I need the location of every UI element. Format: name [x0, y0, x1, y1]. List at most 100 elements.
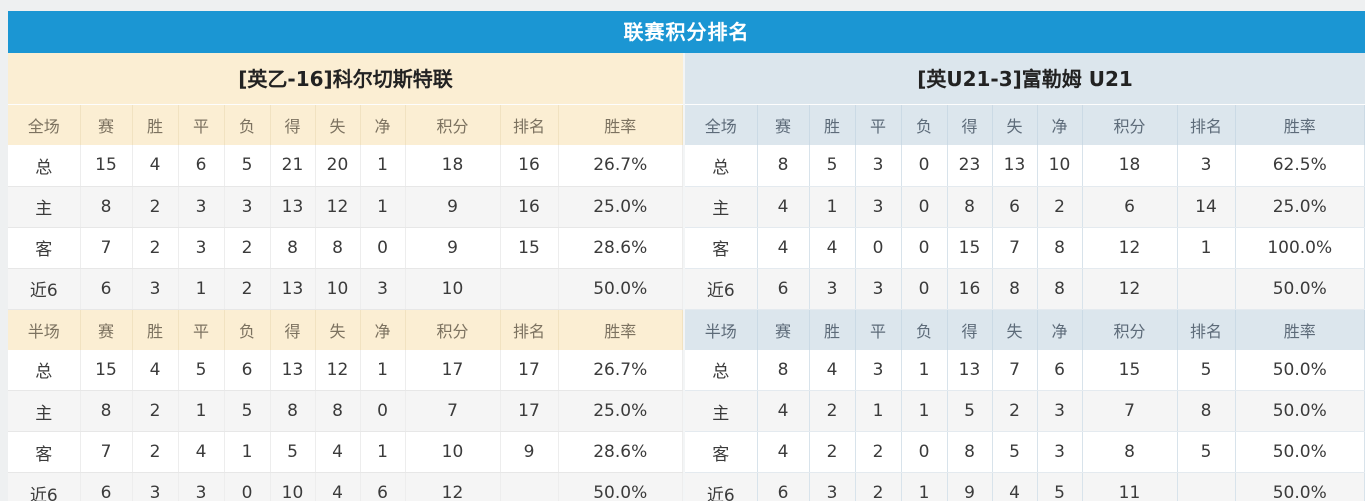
col-header-rank: 排名	[1177, 309, 1236, 350]
home-team-panel: [英乙-16]科尔切斯特联 全场赛胜平负得失净积分 排名 胜率总 15 4 6 5 21 20 1…	[8, 53, 683, 501]
winrate-value: 50.0%	[1235, 472, 1365, 501]
stat-value-losses: 0	[901, 227, 948, 269]
stat-value-goals-for: 13	[947, 349, 993, 391]
stat-value-goals-for: 23	[947, 145, 993, 187]
stat-value-goal-diff: 5	[1037, 472, 1083, 501]
stat-value-draws: 3	[178, 186, 225, 228]
col-header-rank: 排名	[1177, 105, 1236, 145]
stat-value-goal-diff: 6	[1037, 349, 1083, 391]
winrate-value: 25.0%	[558, 390, 683, 432]
col-header-draws: 平	[178, 309, 225, 350]
row-label: 总	[8, 349, 81, 391]
winrate-value: 28.6%	[558, 431, 683, 473]
stat-value-goals-against: 8	[315, 227, 361, 269]
stat-value-draws: 5	[178, 349, 225, 391]
stat-value-games: 6	[757, 472, 810, 501]
points-value: 10	[405, 268, 501, 310]
stat-value-draws: 6	[178, 145, 225, 187]
stat-value-goals-for: 13	[270, 268, 316, 310]
stat-value-goals-for: 13	[270, 349, 316, 391]
col-header-points: 积分	[1082, 309, 1178, 350]
stat-value-goal-diff: 3	[360, 268, 406, 310]
col-header-games: 赛	[757, 105, 810, 145]
stat-value-games: 6	[80, 268, 133, 310]
stat-value-draws: 3	[855, 268, 902, 310]
stat-value-games: 4	[757, 186, 810, 228]
points-value: 12	[1082, 227, 1178, 269]
stats-row-total: 总 8 4 3 1 13 7 6 15 5 50.0%	[685, 349, 1365, 391]
winrate-value: 50.0%	[1235, 349, 1365, 391]
stat-value-goals-against: 12	[315, 349, 361, 391]
stat-value-wins: 3	[132, 472, 179, 501]
col-header-games: 赛	[80, 105, 133, 145]
col-header-win-rate: 胜率	[1235, 105, 1365, 145]
stat-value-games: 15	[80, 349, 133, 391]
col-header-goal-diff: 净	[1037, 309, 1083, 350]
stat-value-games: 8	[757, 145, 810, 187]
winrate-value: 50.0%	[1235, 431, 1365, 473]
stat-value-goal-diff: 0	[360, 227, 406, 269]
stat-value-goals-for: 8	[947, 431, 993, 473]
stat-value-draws: 3	[178, 472, 225, 501]
row-label: 客	[685, 227, 758, 269]
stat-value-goals-for: 8	[270, 227, 316, 269]
stat-value-draws: 1	[178, 390, 225, 432]
stat-value-losses: 1	[901, 349, 948, 391]
winrate-value: 100.0%	[1235, 227, 1365, 269]
row-label: 总	[8, 145, 81, 187]
stat-value-draws: 2	[855, 472, 902, 501]
stat-value-goals-against: 5	[992, 431, 1038, 473]
col-header-losses: 负	[901, 309, 948, 350]
stat-value-goals-against: 13	[992, 145, 1038, 187]
row-label: 客	[8, 431, 81, 473]
stat-value-goals-against: 7	[992, 349, 1038, 391]
rank-value: 5	[1177, 349, 1236, 391]
rank-value: 1	[1177, 227, 1236, 269]
stat-value-games: 4	[757, 227, 810, 269]
home-team-name: [英乙-16]科尔切斯特联	[8, 53, 683, 105]
winrate-value: 50.0%	[1235, 390, 1365, 432]
rank-value: 15	[500, 227, 559, 269]
half-columns-header-row: 半场赛胜平负得失净积分 排名 胜率	[8, 309, 683, 350]
col-header-games: 赛	[757, 309, 810, 350]
stats-row-recent6: 近6 6 3 2 1 9 4 5 11 50.0%	[685, 472, 1365, 501]
rank-value: 8	[1177, 390, 1236, 432]
half-columns-header-row: 半场赛胜平负得失净积分 排名 胜率	[685, 309, 1365, 350]
stat-value-wins: 2	[132, 431, 179, 473]
full-columns-header-row: 全场赛胜平负得失净积分 排名 胜率	[685, 105, 1365, 145]
row-label: 近6	[8, 268, 81, 310]
rank-value: 3	[1177, 145, 1236, 187]
stat-value-goals-against: 2	[992, 390, 1038, 432]
row-label: 近6	[685, 268, 758, 310]
points-value: 15	[1082, 349, 1178, 391]
stat-value-wins: 2	[132, 186, 179, 228]
stat-value-games: 8	[757, 349, 810, 391]
stat-value-goals-for: 10	[270, 472, 316, 501]
stat-value-draws: 1	[178, 268, 225, 310]
stat-value-goals-against: 12	[315, 186, 361, 228]
full-scope-header: 全场	[8, 105, 81, 145]
col-header-goals-against: 失	[992, 309, 1038, 350]
stat-value-goals-for: 9	[947, 472, 993, 501]
stats-row-recent6: 近6 6 3 3 0 10 4 6 12 50.0%	[8, 472, 683, 501]
half-scope-header: 半场	[685, 309, 758, 350]
away-team-name: [英U21-3]富勒姆 U21	[685, 53, 1365, 105]
col-header-draws: 平	[855, 105, 902, 145]
col-header-losses: 负	[224, 105, 271, 145]
col-header-points: 积分	[1082, 105, 1178, 145]
points-value: 7	[405, 390, 501, 432]
away-full-match-table: 全场赛胜平负得失净积分 排名 胜率总 8 5 3 0 23 13 10 18 3 62.5% 主 4 1 3 0 8…	[685, 105, 1365, 310]
stat-value-losses: 0	[901, 268, 948, 310]
stat-value-wins: 2	[809, 390, 856, 432]
stats-row-home: 主 8 2 3 3 13 12 1 9 16 25.0%	[8, 186, 683, 228]
stat-value-draws: 3	[855, 349, 902, 391]
half-scope-header: 半场	[8, 309, 81, 350]
winrate-value: 50.0%	[558, 472, 683, 501]
stats-row-total: 总 15 4 5 6 13 12 1 17 17 26.7%	[8, 349, 683, 391]
rank-value	[500, 268, 559, 310]
stat-value-wins: 1	[809, 186, 856, 228]
rank-value: 16	[500, 186, 559, 228]
stat-value-games: 4	[757, 431, 810, 473]
col-header-wins: 胜	[809, 309, 856, 350]
